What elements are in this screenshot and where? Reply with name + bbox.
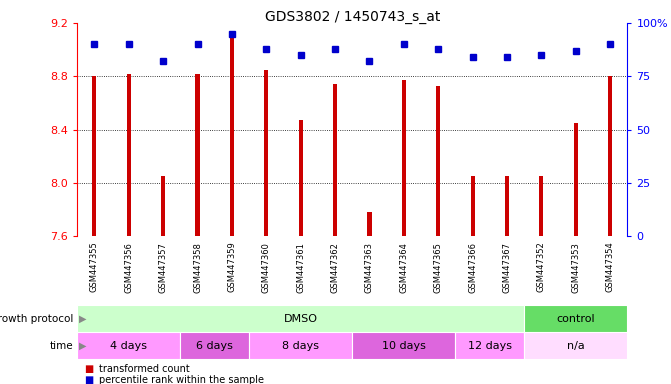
- Bar: [249, 332, 352, 359]
- Text: growth protocol: growth protocol: [0, 314, 74, 324]
- Text: 10 days: 10 days: [382, 341, 426, 351]
- Bar: [402, 80, 406, 236]
- Text: GSM447359: GSM447359: [227, 242, 236, 293]
- Bar: [456, 332, 524, 359]
- Bar: [77, 305, 524, 332]
- Text: GSM447360: GSM447360: [262, 242, 271, 293]
- Text: ▶: ▶: [79, 314, 86, 324]
- Bar: [470, 176, 474, 236]
- Text: GSM447367: GSM447367: [503, 242, 511, 293]
- Text: 12 days: 12 days: [468, 341, 512, 351]
- Text: ■: ■: [84, 364, 93, 374]
- Text: GSM447353: GSM447353: [571, 242, 580, 293]
- Bar: [77, 332, 180, 359]
- Text: 8 days: 8 days: [282, 341, 319, 351]
- Text: GSM447355: GSM447355: [90, 242, 99, 293]
- Bar: [161, 176, 165, 236]
- Text: percentile rank within the sample: percentile rank within the sample: [99, 375, 264, 384]
- Bar: [230, 36, 234, 236]
- Bar: [524, 332, 627, 359]
- Text: ▶: ▶: [79, 341, 86, 351]
- Text: GSM447364: GSM447364: [399, 242, 409, 293]
- Bar: [180, 332, 249, 359]
- Text: GDS3802 / 1450743_s_at: GDS3802 / 1450743_s_at: [264, 10, 440, 23]
- Bar: [539, 176, 544, 236]
- Bar: [574, 123, 578, 236]
- Text: GSM447358: GSM447358: [193, 242, 202, 293]
- Text: GSM447354: GSM447354: [606, 242, 615, 293]
- Text: DMSO: DMSO: [284, 314, 317, 324]
- Bar: [299, 120, 303, 236]
- Text: n/a: n/a: [567, 341, 584, 351]
- Bar: [436, 86, 440, 236]
- Bar: [93, 76, 97, 236]
- Text: GSM447352: GSM447352: [537, 242, 546, 293]
- Bar: [608, 76, 612, 236]
- Text: GSM447366: GSM447366: [468, 242, 477, 293]
- Text: transformed count: transformed count: [99, 364, 189, 374]
- Text: GSM447361: GSM447361: [296, 242, 305, 293]
- Bar: [505, 176, 509, 236]
- Bar: [524, 305, 627, 332]
- Text: 6 days: 6 days: [197, 341, 233, 351]
- Bar: [195, 74, 199, 236]
- Bar: [333, 84, 337, 236]
- Text: GSM447362: GSM447362: [331, 242, 340, 293]
- Text: GSM447356: GSM447356: [124, 242, 134, 293]
- Bar: [127, 74, 131, 236]
- Text: control: control: [556, 314, 595, 324]
- Bar: [264, 70, 268, 236]
- Bar: [352, 332, 456, 359]
- Text: 4 days: 4 days: [110, 341, 147, 351]
- Text: ■: ■: [84, 375, 93, 384]
- Text: GSM447363: GSM447363: [365, 242, 374, 293]
- Text: GSM447357: GSM447357: [158, 242, 168, 293]
- Text: GSM447365: GSM447365: [433, 242, 443, 293]
- Bar: [368, 212, 372, 236]
- Text: time: time: [50, 341, 74, 351]
